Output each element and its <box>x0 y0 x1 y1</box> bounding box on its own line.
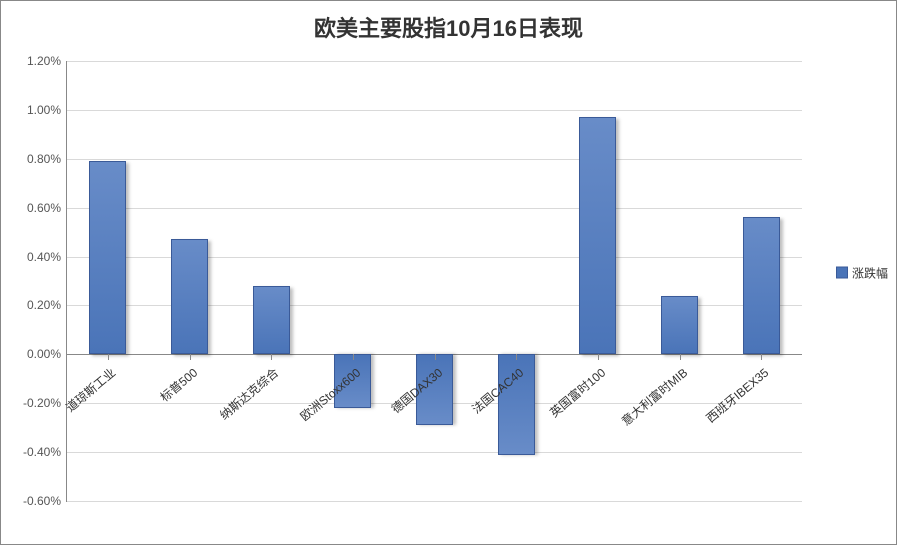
x-category-label: 道琼斯工业 <box>62 364 119 416</box>
y-tick-label: 0.20% <box>27 298 61 312</box>
chart-container: 欧美主要股指10月16日表现 -0.60%-0.40%-0.20%0.00%0.… <box>0 0 897 545</box>
bar <box>89 161 126 354</box>
x-tick <box>516 354 517 360</box>
bar <box>743 217 780 354</box>
x-category-label: 西班牙IBEX35 <box>702 364 772 426</box>
x-tick <box>680 354 681 360</box>
x-tick <box>598 354 599 360</box>
legend: 涨跌幅 <box>836 264 888 281</box>
bar <box>661 296 698 355</box>
x-category-label: 纳斯达克综合 <box>216 364 282 423</box>
legend-label: 涨跌幅 <box>852 264 888 281</box>
gridline <box>67 208 802 209</box>
gridline <box>67 159 802 160</box>
legend-swatch <box>836 267 848 279</box>
x-category-label: 意大利富时MIB <box>617 364 690 429</box>
gridline <box>67 110 802 111</box>
y-tick-label: -0.20% <box>23 396 61 410</box>
x-tick <box>190 354 191 360</box>
x-tick <box>435 354 436 360</box>
x-tick <box>761 354 762 360</box>
gridline <box>67 61 802 62</box>
x-tick <box>108 354 109 360</box>
gridline <box>67 452 802 453</box>
y-tick-label: -0.60% <box>23 494 61 508</box>
y-tick-label: 1.00% <box>27 103 61 117</box>
bar <box>253 286 290 354</box>
x-tick <box>271 354 272 360</box>
bar <box>579 117 616 354</box>
chart-title: 欧美主要股指10月16日表现 <box>1 11 896 43</box>
bar <box>171 239 208 354</box>
y-tick-label: 0.80% <box>27 152 61 166</box>
x-category-label: 英国富时100 <box>546 364 609 421</box>
y-tick-label: 1.20% <box>27 54 61 68</box>
gridline <box>67 501 802 502</box>
plot-area: -0.60%-0.40%-0.20%0.00%0.20%0.40%0.60%0.… <box>66 61 802 502</box>
y-tick-label: 0.00% <box>27 347 61 361</box>
y-tick-label: 0.40% <box>27 250 61 264</box>
y-tick-label: 0.60% <box>27 201 61 215</box>
x-tick <box>353 354 354 360</box>
y-tick-label: -0.40% <box>23 445 61 459</box>
x-category-label: 标普500 <box>156 364 201 405</box>
